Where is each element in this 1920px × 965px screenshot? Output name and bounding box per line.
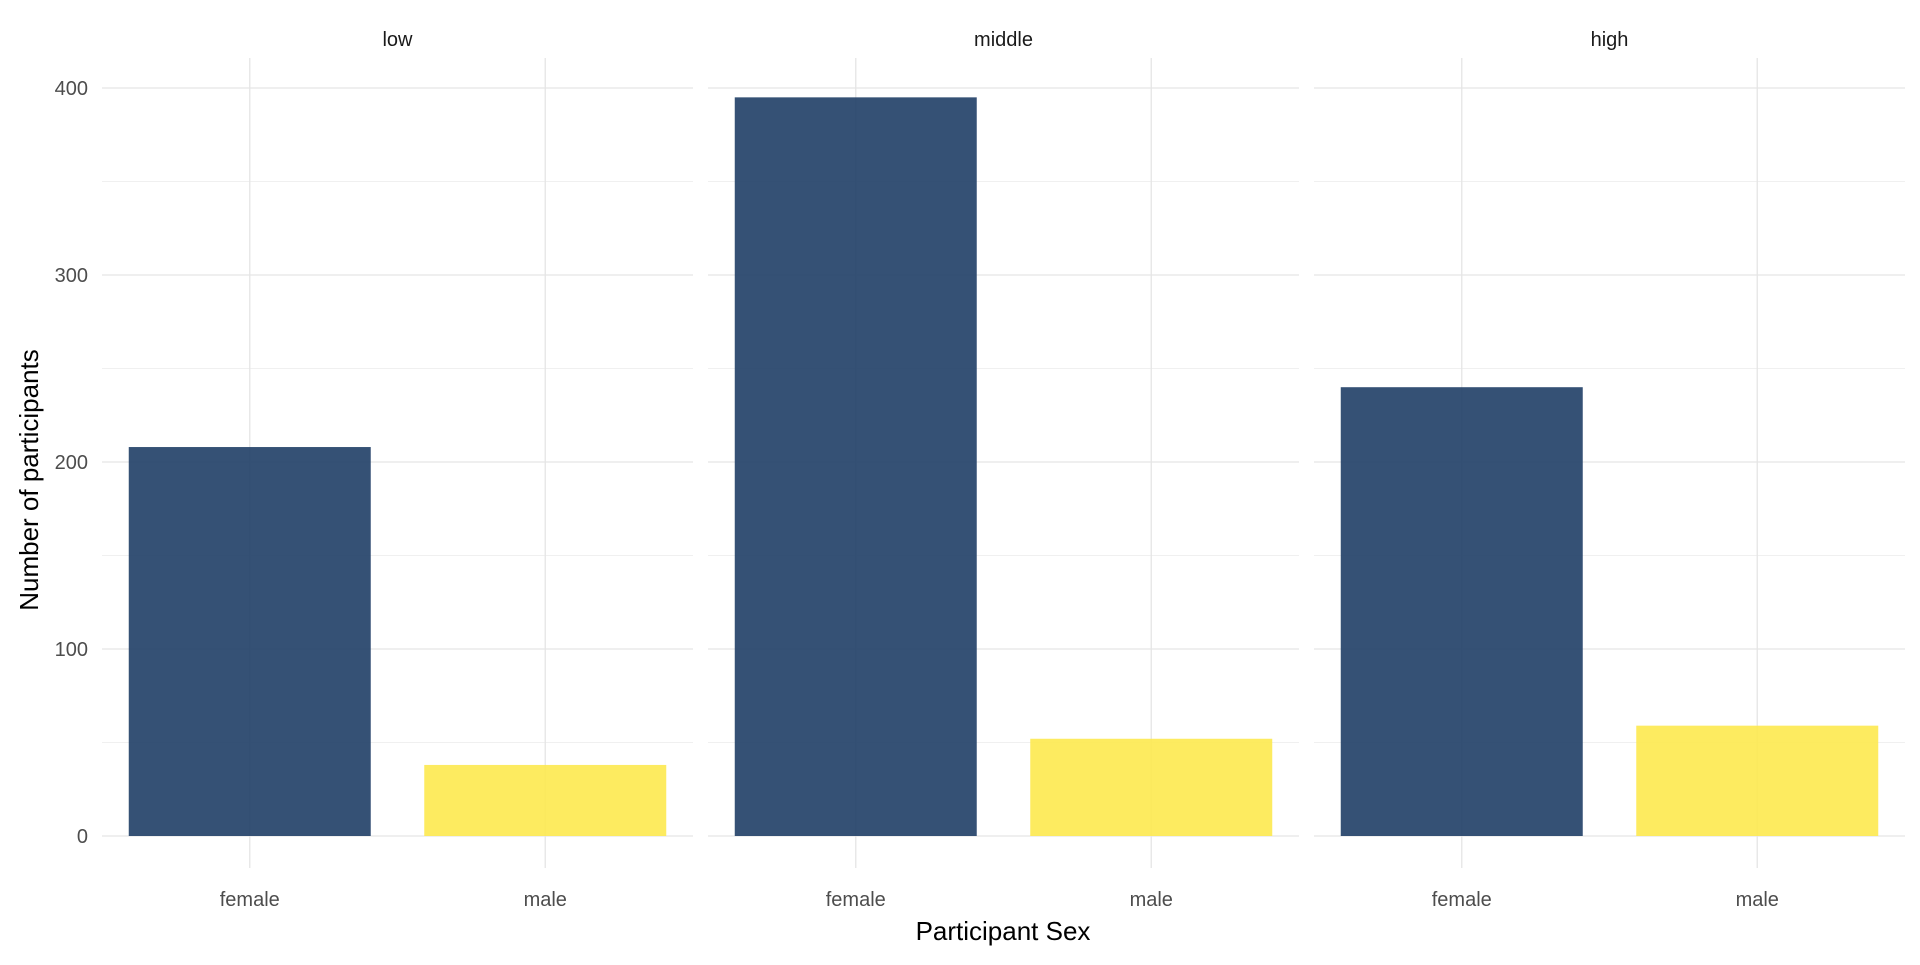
facet-label-low: low (382, 29, 413, 51)
x-axis-title: Participant Sex (916, 916, 1091, 946)
bar-middle-male (1030, 738, 1273, 836)
x-tick-label: male (1130, 889, 1173, 911)
facet-label-middle: middle (974, 29, 1033, 51)
bar-low-female (128, 447, 371, 836)
x-tick-label: female (1432, 889, 1492, 911)
bar-high-male (1636, 725, 1879, 836)
y-axis-title: Number of participants (14, 349, 44, 611)
bars-layer (128, 97, 1879, 837)
y-tick-label: 200 (55, 452, 88, 474)
y-tick-label: 300 (55, 265, 88, 287)
x-tick-label: male (524, 889, 567, 911)
bar-high-female (1340, 387, 1583, 836)
y-tick-label: 0 (77, 826, 88, 848)
y-tick-label: 100 (55, 639, 88, 661)
bar-middle-female (734, 97, 977, 837)
bar-low-male (424, 764, 667, 836)
y-tick-label: 400 (55, 78, 88, 100)
labels-layer: female male low female male middle female male h… (55, 29, 1779, 911)
facet-label-high: high (1591, 29, 1629, 51)
x-tick-label: male (1736, 889, 1779, 911)
grid-layer (102, 58, 1905, 868)
x-tick-label: female (826, 889, 886, 911)
x-tick-label: female (220, 889, 280, 911)
